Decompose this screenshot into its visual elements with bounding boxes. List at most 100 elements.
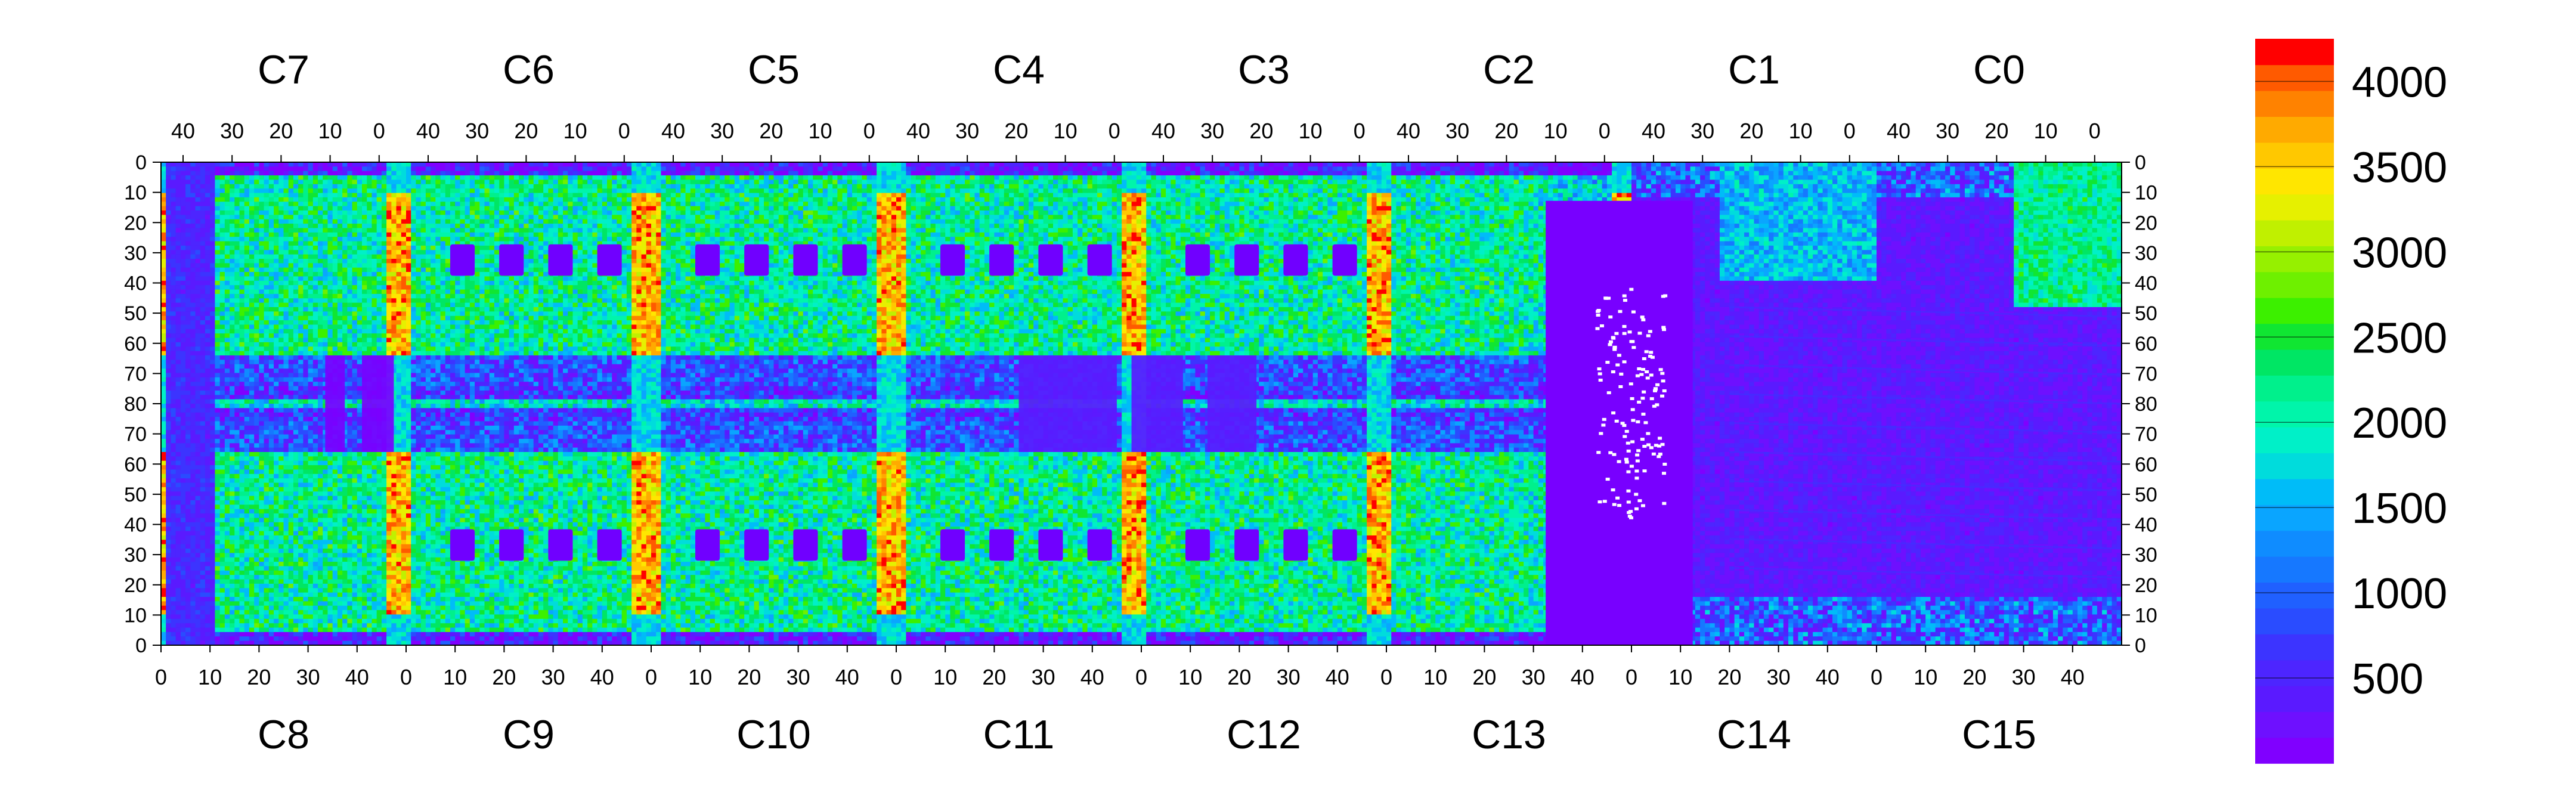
heatmap-cell [161, 267, 166, 273]
heatmap-cell [274, 184, 279, 189]
heatmap-cell [376, 263, 382, 268]
heatmap-cell [244, 276, 250, 281]
heatmap-cell [234, 386, 240, 391]
heatmap-cell [347, 504, 353, 510]
heatmap-cell [298, 364, 304, 369]
heatmap-cell [312, 298, 318, 304]
heatmap-cell [239, 355, 245, 360]
heatmap-cell [175, 500, 181, 505]
heatmap-cell [219, 614, 225, 620]
heatmap-cell [288, 364, 294, 369]
heatmap-cell [274, 276, 279, 281]
heatmap-cell [264, 215, 270, 220]
heatmap-cell [230, 324, 235, 330]
heatmap-cell [210, 276, 216, 281]
heatmap-cell [312, 588, 318, 593]
heatmap-cell [161, 254, 166, 259]
heatmap-cell [254, 614, 259, 620]
heatmap-cell [254, 504, 259, 510]
heatmap-cell [278, 364, 284, 369]
heatmap-cell [185, 452, 191, 457]
heatmap-cell [318, 289, 323, 295]
heatmap-cell [254, 631, 259, 637]
heatmap-cell [274, 404, 279, 408]
heatmap-cell [332, 184, 338, 189]
heatmap-cell [274, 518, 279, 523]
heatmap-cell [215, 631, 221, 637]
heatmap-cell [298, 307, 304, 312]
heatmap-cell [371, 232, 377, 237]
heatmap-cell [367, 202, 373, 207]
heatmap-cell [230, 557, 235, 562]
heatmap-cell [308, 636, 314, 642]
heatmap-cell [376, 469, 382, 475]
heatmap-cell [318, 162, 323, 167]
heatmap-cell [283, 535, 289, 540]
heatmap-cell [215, 404, 221, 408]
heatmap-cell [327, 496, 333, 501]
heatmap-cell [215, 263, 221, 268]
heatmap-cell [347, 452, 353, 457]
heatmap-cell [230, 289, 235, 295]
heatmap-cell [376, 272, 382, 277]
heatmap-cell [234, 175, 240, 181]
heatmap-cell [362, 614, 367, 620]
heatmap-cell [308, 364, 314, 369]
heatmap-cell [205, 241, 210, 246]
heatmap-cell [371, 557, 377, 562]
heatmap-cell [244, 610, 250, 615]
heatmap-cell [166, 351, 172, 356]
heatmap-cell [200, 386, 206, 391]
heatmap-cell [219, 346, 225, 352]
heatmap-cell [352, 259, 358, 264]
heatmap-cell [210, 280, 216, 286]
heatmap-cell [254, 566, 259, 571]
heatmap-cell [219, 224, 225, 229]
heatmap-cell [298, 166, 304, 172]
heatmap-cell [190, 254, 196, 259]
heatmap-cell [224, 324, 230, 330]
heatmap-cell [288, 447, 294, 453]
heatmap-cell [274, 456, 279, 462]
heatmap-cell [249, 460, 255, 466]
heatmap-cell [283, 404, 289, 408]
heatmap-cell [303, 430, 309, 435]
heatmap-cell [210, 478, 216, 484]
heatmap-cell [180, 570, 186, 575]
heatmap-cell [318, 311, 323, 317]
heatmap-cell [298, 293, 304, 299]
heatmap-cell [298, 540, 304, 545]
heatmap-cell [298, 285, 304, 290]
heatmap-cell [268, 320, 274, 326]
heatmap-cell [288, 575, 294, 580]
heatmap-cell [234, 404, 240, 408]
heatmap-cell [215, 640, 221, 645]
heatmap-cell [274, 179, 279, 185]
heatmap-cell [249, 627, 255, 633]
heatmap-cell [352, 597, 358, 602]
heatmap-cell [288, 184, 294, 189]
heatmap-cell [264, 531, 270, 536]
heatmap-cell [185, 544, 191, 549]
heatmap-cell [332, 285, 338, 290]
heatmap-cell [371, 320, 377, 326]
heatmap-cell [161, 320, 166, 326]
heatmap-cell [259, 324, 265, 330]
heatmap-cell [166, 640, 172, 645]
heatmap-cell [381, 272, 387, 277]
heatmap-cell [312, 631, 318, 637]
heatmap-cell [190, 452, 196, 457]
heatmap-cell [259, 302, 265, 308]
heatmap-cell [259, 531, 265, 536]
heatmap-cell [180, 250, 186, 255]
heatmap-cell [171, 355, 177, 360]
heatmap-cell [244, 491, 250, 497]
heatmap-cell [234, 259, 240, 264]
heatmap-cell [205, 197, 210, 202]
heatmap-cell [323, 276, 329, 281]
heatmap-cell [175, 241, 181, 246]
heatmap-cell [244, 224, 250, 229]
heatmap-cell [308, 566, 314, 571]
heatmap-cell [264, 452, 270, 457]
heatmap-cell [230, 631, 235, 637]
